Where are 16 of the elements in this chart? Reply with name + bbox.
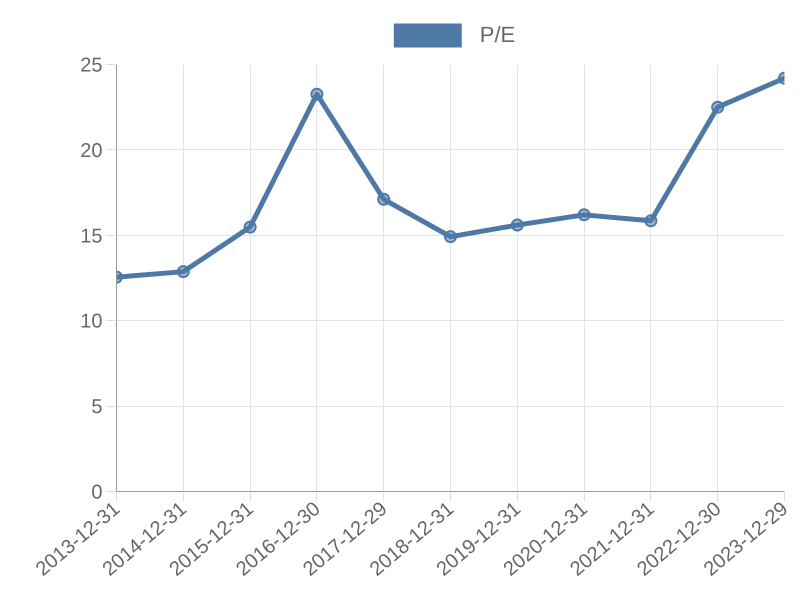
point	[377, 192, 390, 206]
point	[711, 100, 724, 114]
y-tick-label: 5	[91, 396, 102, 418]
point	[176, 265, 190, 278]
point	[510, 218, 524, 232]
point	[578, 208, 591, 222]
y-tick-label: 15	[80, 225, 103, 248]
point	[444, 230, 457, 244]
legend-label: P/E	[480, 22, 516, 48]
y-tick-label: 20	[80, 140, 103, 162]
point	[244, 220, 257, 234]
y-tick-label: 0	[91, 482, 102, 504]
y-tick-label: 25	[80, 54, 103, 76]
point	[310, 88, 324, 101]
y-tick-label: 10	[80, 310, 103, 333]
point	[644, 214, 658, 228]
